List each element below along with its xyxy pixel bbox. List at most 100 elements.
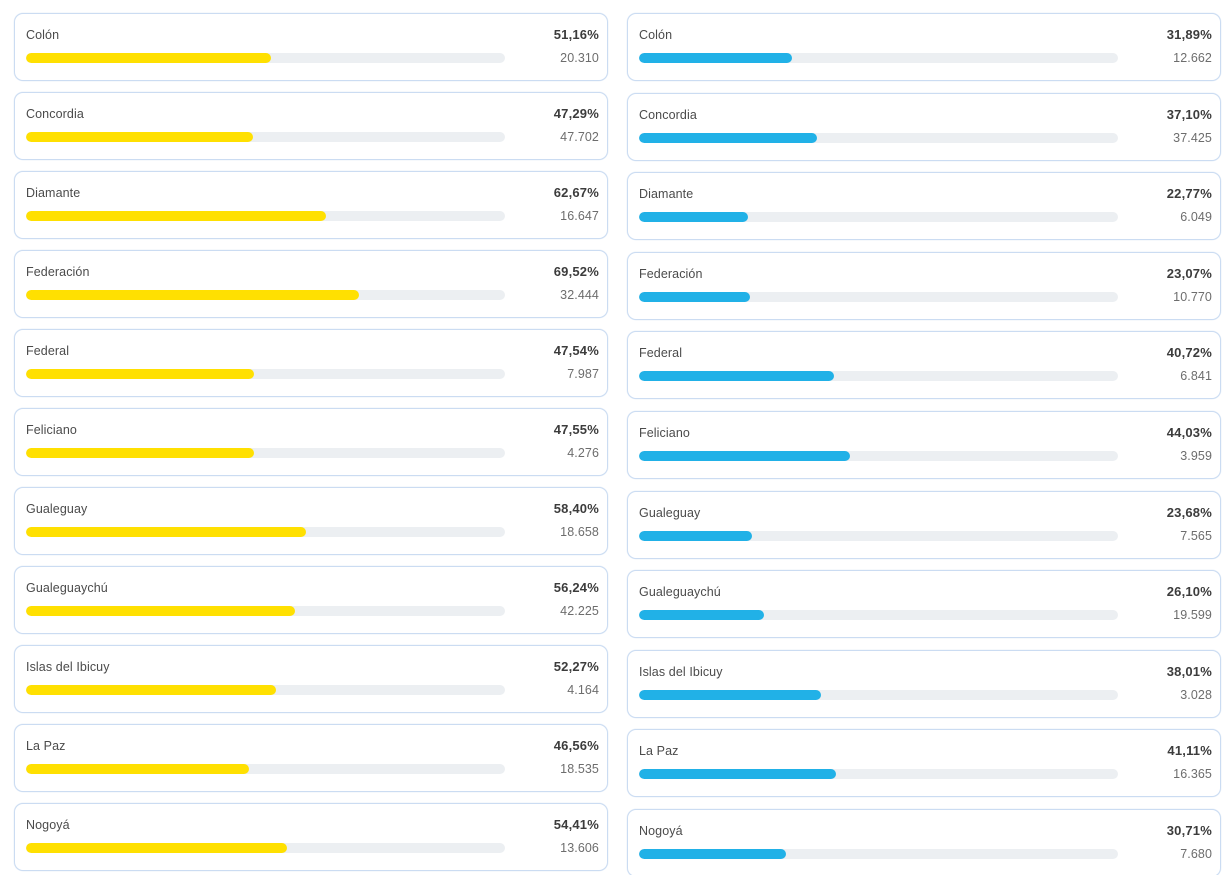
percent-value: 30,71% [1166,822,1212,838]
department-name: Concordia [26,107,84,121]
percent-value: 62,67% [553,185,599,200]
department-result-card: Federación 23,07% 10.770 [627,251,1221,320]
progress-bar-fill [26,685,277,695]
progress-bar-fill [639,212,749,223]
vote-count: 16.647 [560,209,599,223]
progress-bar-row: 3.028 [639,688,1212,702]
results-column-blue: Colón 31,89% 12.662 Concordia 37,10% 37.… [627,13,1221,875]
card-header-row: Federal 47,54% [26,343,599,358]
vote-count: 47.702 [560,130,599,144]
progress-bar-track [26,448,505,458]
progress-bar-track [639,291,1118,302]
department-name: Nogoyá [639,823,683,838]
percent-value: 23,68% [1166,504,1212,520]
department-name: Federal [639,346,683,361]
progress-bar-fill [26,448,254,458]
progress-bar-fill [639,610,765,621]
progress-bar-row: 20.310 [26,51,599,65]
progress-bar-row: 37.425 [639,131,1212,145]
department-result-card: Diamante 22,77% 6.049 [627,172,1221,241]
progress-bar-row: 16.365 [639,767,1212,781]
results-column-yellow: Colón 51,16% 20.310 Concordia 47,29% 47.… [14,13,608,875]
vote-count: 4.164 [567,683,599,697]
department-result-card: Federal 40,72% 6.841 [627,331,1221,400]
department-result-card: Feliciano 44,03% 3.959 [627,410,1221,479]
card-header-row: Gualeguaychú 56,24% [26,580,599,595]
department-name: Concordia [639,107,697,122]
progress-bar-row: 6.049 [639,210,1212,224]
progress-bar-track [639,610,1118,621]
department-result-card: Islas del Ibicuy 38,01% 3.028 [627,649,1221,718]
department-result-card: Islas del Ibicuy 52,27% 4.164 [14,645,608,713]
vote-count: 18.535 [560,762,599,776]
percent-value: 47,55% [553,422,599,437]
progress-bar-track [26,211,505,221]
department-name: La Paz [26,739,66,753]
progress-bar-track [26,527,505,537]
progress-bar-track [639,689,1118,700]
progress-bar-row: 19.599 [639,608,1212,622]
vote-count: 6.841 [1180,369,1212,384]
progress-bar-fill [639,689,822,700]
vote-count: 20.310 [560,51,599,65]
vote-count: 16.365 [1173,767,1212,782]
card-header-row: Gualeguay 23,68% [639,505,1212,520]
department-name: Gualeguay [26,502,88,516]
progress-bar-fill [26,843,287,853]
percent-value: 22,77% [1166,186,1212,202]
vote-count: 18.658 [560,525,599,539]
department-result-card: Nogoyá 54,41% 13.606 [14,803,608,871]
department-result-card: Colón 51,16% 20.310 [14,13,608,81]
progress-bar-row: 7.680 [639,847,1212,861]
percent-value: 69,52% [553,264,599,279]
card-header-row: La Paz 41,11% [639,743,1212,758]
progress-bar-fill [26,369,254,379]
percent-value: 38,01% [1166,663,1212,679]
card-header-row: Colón 51,16% [26,27,599,42]
card-header-row: Concordia 47,29% [26,106,599,121]
percent-value: 54,41% [553,817,599,832]
progress-bar-row: 7.987 [26,367,599,381]
progress-bar-track [26,843,505,853]
progress-bar-track [639,371,1118,382]
vote-count: 37.425 [1173,130,1212,145]
card-header-row: Federación 23,07% [639,266,1212,281]
vote-count: 7.680 [1180,846,1212,861]
department-result-card: Federal 47,54% 7.987 [14,329,608,397]
progress-bar-row: 16.647 [26,209,599,223]
department-result-card: Diamante 62,67% 16.647 [14,171,608,239]
card-header-row: Feliciano 47,55% [26,422,599,437]
progress-bar-row: 47.702 [26,130,599,144]
progress-bar-fill [639,450,850,461]
progress-bar-row: 6.841 [639,369,1212,383]
progress-bar-row: 10.770 [639,290,1212,304]
progress-bar-track [26,764,505,774]
card-header-row: Diamante 22,77% [639,186,1212,201]
percent-value: 40,72% [1166,345,1212,361]
progress-bar-track [639,53,1118,63]
progress-bar-fill [639,291,750,302]
department-name: Nogoyá [26,818,70,832]
card-header-row: Gualeguaychú 26,10% [639,584,1212,599]
progress-bar-fill [639,371,835,382]
card-header-row: Diamante 62,67% [26,185,599,200]
vote-count: 10.770 [1173,289,1212,304]
card-header-row: Nogoyá 30,71% [639,823,1212,838]
progress-bar-track [26,369,505,379]
percent-value: 47,29% [553,106,599,121]
progress-bar-row: 4.276 [26,446,599,460]
progress-bar-fill [26,606,296,616]
progress-bar-row: 18.535 [26,762,599,776]
progress-bar-track [26,132,505,142]
vote-count: 19.599 [1173,608,1212,623]
card-header-row: Concordia 37,10% [639,107,1212,122]
percent-value: 41,11% [1167,743,1212,759]
progress-bar-fill [26,211,327,221]
card-header-row: Islas del Ibicuy 52,27% [26,659,599,674]
progress-bar-row: 4.164 [26,683,599,697]
progress-bar-track [26,606,505,616]
progress-bar-track [26,685,505,695]
progress-bar-track [639,769,1118,780]
progress-bar-track [26,53,505,63]
